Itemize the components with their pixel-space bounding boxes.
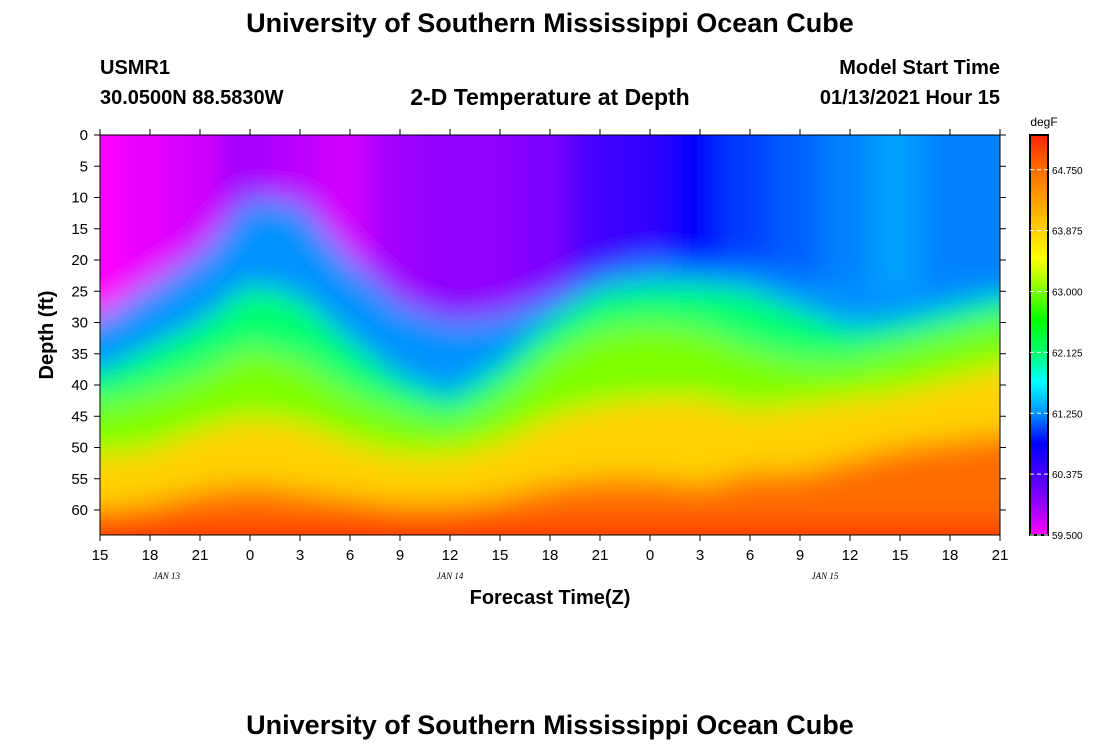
x-axis-label: Forecast Time(Z) bbox=[470, 587, 631, 609]
plot-title: 2-D Temperature at Depth bbox=[410, 84, 690, 110]
colorbar-tick-label: 62.125 bbox=[1052, 348, 1083, 359]
x-tick-label: 6 bbox=[746, 547, 754, 564]
x-tick-label: 18 bbox=[142, 547, 159, 564]
colorbar-tick-label: 64.750 bbox=[1052, 166, 1083, 177]
y-tick-label: 25 bbox=[71, 283, 88, 300]
x-tick-label: 21 bbox=[192, 547, 209, 564]
model-start-label: Model Start Time bbox=[839, 57, 1000, 79]
colorbar-tick-label: 61.250 bbox=[1052, 409, 1083, 420]
x-tick-label: 0 bbox=[246, 547, 254, 564]
colorbar-tick-label: 60.375 bbox=[1052, 470, 1083, 481]
y-tick-label: 5 bbox=[80, 158, 88, 175]
x-tick-label: 15 bbox=[892, 547, 909, 564]
y-tick-label: 50 bbox=[71, 440, 88, 457]
x-tick-label: 15 bbox=[492, 547, 509, 564]
bottom-warm-layer bbox=[100, 522, 1000, 535]
x-tick-label: 9 bbox=[396, 547, 404, 564]
y-tick-label: 40 bbox=[71, 377, 88, 394]
colorbar-gradient bbox=[1030, 135, 1048, 535]
x-tick-label: 12 bbox=[842, 547, 859, 564]
y-tick-label: 20 bbox=[71, 252, 88, 269]
x-date-label: JAN 13 bbox=[153, 571, 180, 581]
y-tick-label: 15 bbox=[71, 221, 88, 238]
page-title-top: University of Southern Mississippi Ocean… bbox=[246, 8, 854, 38]
x-tick-label: 18 bbox=[942, 547, 959, 564]
station-coordinates: 30.0500N 88.5830W bbox=[100, 87, 284, 109]
y-tick-label: 45 bbox=[71, 408, 88, 425]
x-tick-label: 9 bbox=[796, 547, 804, 564]
y-tick-label: 35 bbox=[71, 346, 88, 363]
colorbar-tick-label: 63.000 bbox=[1052, 288, 1083, 299]
colorbar: degF 64.750 63.875 63.000 62.125 61.250 60.37… bbox=[1029, 115, 1083, 542]
y-axis-label: Depth (ft) bbox=[36, 291, 58, 380]
x-date-label: JAN 14 bbox=[437, 571, 464, 581]
x-tick-label: 15 bbox=[92, 547, 109, 564]
colorbar-tick-label: 63.875 bbox=[1052, 227, 1083, 238]
y-tick-label: 10 bbox=[71, 190, 88, 207]
x-tick-label: 21 bbox=[592, 547, 609, 564]
heatmap-field bbox=[100, 135, 1000, 535]
colorbar-unit: degF bbox=[1030, 115, 1057, 129]
x-tick-label: 0 bbox=[646, 547, 654, 564]
y-tick-label: 60 bbox=[71, 502, 88, 519]
x-date-label: JAN 15 bbox=[812, 571, 839, 581]
y-tick-label: 30 bbox=[71, 315, 88, 332]
colorbar-tick-label: 59.500 bbox=[1052, 531, 1083, 542]
station-id: USMR1 bbox=[100, 57, 171, 79]
model-start-value: 01/13/2021 Hour 15 bbox=[819, 87, 1000, 109]
x-tick-label: 12 bbox=[442, 547, 459, 564]
x-tick-label: 3 bbox=[696, 547, 704, 564]
y-tick-label: 55 bbox=[71, 471, 88, 488]
isotherm-band bbox=[100, 435, 1000, 535]
page-title-bottom: University of Southern Mississippi Ocean… bbox=[246, 710, 854, 740]
x-tick-label: 21 bbox=[992, 547, 1009, 564]
x-tick-label: 3 bbox=[296, 547, 304, 564]
x-tick-label: 6 bbox=[346, 547, 354, 564]
y-tick-label: 0 bbox=[80, 127, 88, 144]
x-tick-label: 18 bbox=[542, 547, 559, 564]
